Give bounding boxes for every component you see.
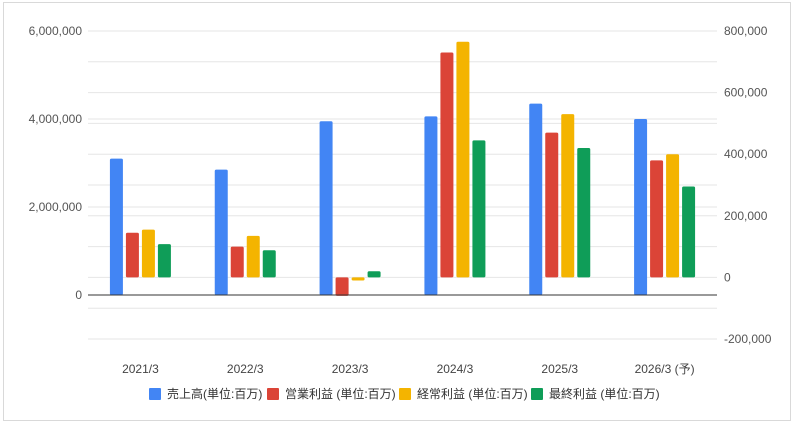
bar bbox=[125, 232, 139, 278]
bar bbox=[424, 116, 438, 295]
legend-label: 営業利益 (単位:百万) bbox=[285, 386, 396, 401]
bar bbox=[262, 250, 276, 278]
bar bbox=[472, 140, 486, 278]
legend-label: 売上高(単位:百万) bbox=[167, 386, 262, 401]
right-tick-label: -200,000 bbox=[724, 332, 772, 346]
legend-swatch bbox=[531, 388, 543, 400]
chart-frame: 0 2,000,000 4,000,000 6,000,000 -200,000 0 20… bbox=[3, 2, 791, 421]
bar bbox=[634, 119, 648, 295]
category-label: 2023/3 bbox=[332, 362, 369, 376]
left-tick-label: 0 bbox=[75, 288, 82, 302]
right-tick-label: 800,000 bbox=[724, 24, 768, 38]
left-tick-label: 4,000,000 bbox=[29, 112, 83, 126]
category-label: 2025/3 bbox=[541, 362, 578, 376]
category-labels: 2021/3 2022/3 2023/3 2024/3 2025/3 2026/3 (予) bbox=[122, 362, 695, 376]
category-label: 2026/3 (予) bbox=[635, 362, 695, 376]
bar bbox=[351, 277, 365, 281]
left-tick-label: 6,000,000 bbox=[29, 24, 83, 38]
right-tick-label: 600,000 bbox=[724, 86, 768, 100]
legend-swatch bbox=[399, 388, 411, 400]
bar bbox=[456, 41, 470, 278]
bar bbox=[246, 235, 260, 278]
bars bbox=[109, 41, 696, 296]
left-tick-label: 2,000,000 bbox=[29, 200, 83, 214]
bar bbox=[650, 160, 664, 278]
bar bbox=[319, 121, 333, 295]
bar bbox=[367, 271, 381, 278]
legend-label: 経常利益 (単位:百万) bbox=[417, 386, 528, 401]
right-axis: -200,000 0 200,000 400,000 600,000 800,000 bbox=[724, 24, 772, 346]
legend-swatch bbox=[267, 388, 279, 400]
bar bbox=[109, 158, 123, 295]
bar bbox=[666, 154, 680, 278]
right-tick-label: 0 bbox=[724, 270, 731, 284]
gridlines bbox=[88, 30, 717, 340]
bar bbox=[335, 277, 349, 296]
bar-chart: 0 2,000,000 4,000,000 6,000,000 -200,000 0 20… bbox=[29, 24, 772, 401]
legend-label: 最終利益 (単位:百万) bbox=[549, 386, 660, 401]
bar bbox=[682, 186, 696, 278]
bar bbox=[561, 114, 575, 278]
bar bbox=[230, 246, 244, 278]
bar bbox=[141, 229, 155, 278]
bar bbox=[157, 244, 171, 278]
bar bbox=[214, 169, 228, 295]
legend-swatch bbox=[149, 388, 161, 400]
category-label: 2022/3 bbox=[227, 362, 264, 376]
bar bbox=[577, 148, 591, 278]
right-tick-label: 400,000 bbox=[724, 147, 768, 161]
legend: 売上高(単位:百万) 営業利益 (単位:百万) 経常利益 (単位:百万) 最終利益 (… bbox=[149, 386, 660, 401]
category-label: 2021/3 bbox=[122, 362, 159, 376]
bar bbox=[545, 132, 559, 278]
category-label: 2024/3 bbox=[437, 362, 474, 376]
bar bbox=[529, 103, 543, 295]
left-axis: 0 2,000,000 4,000,000 6,000,000 bbox=[29, 24, 83, 302]
bar bbox=[440, 52, 454, 278]
right-tick-label: 200,000 bbox=[724, 209, 768, 223]
